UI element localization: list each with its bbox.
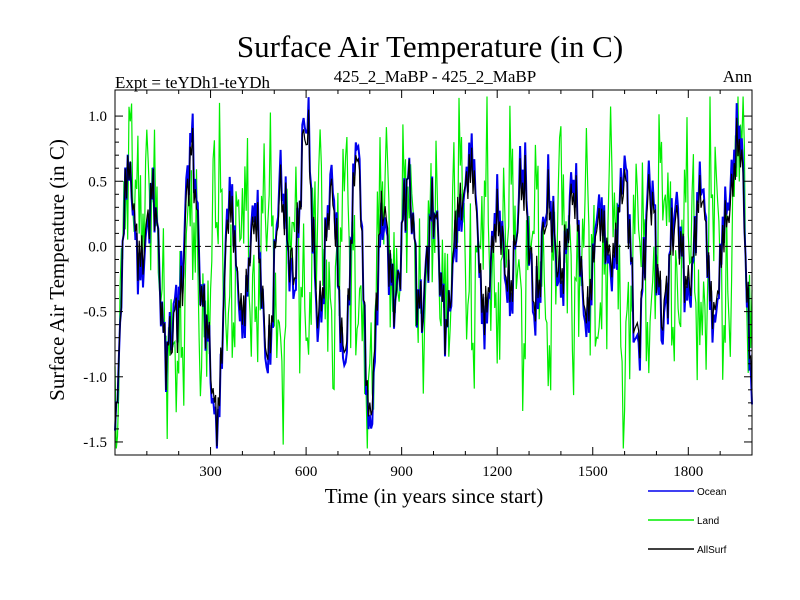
series-layer bbox=[114, 96, 753, 449]
x-axis: 300 600 900 1200 1500 1800 bbox=[146, 90, 721, 480]
chart-subtitle-center: 425_2_MaBP - 425_2_MaBP bbox=[334, 67, 536, 86]
legend: Ocean Land AllSurf bbox=[648, 487, 727, 556]
x-tick-label: 1200 bbox=[482, 464, 512, 480]
x-tick-label: 1800 bbox=[673, 464, 703, 480]
legend-label-allsurf: AllSurf bbox=[697, 545, 727, 556]
chart-subtitle-left: Expt = teYDh1-teYDh bbox=[115, 73, 271, 92]
series-line-allsurf bbox=[114, 109, 753, 447]
y-tick-label: -0.5 bbox=[83, 305, 107, 321]
y-axis: 1.0 0.5 0.0 -0.5 -1.0 -1.5 bbox=[83, 109, 752, 451]
chart-title: Surface Air Temperature (in C) bbox=[237, 29, 623, 64]
x-tick-label: 1500 bbox=[578, 464, 608, 480]
y-tick-label: -1.5 bbox=[83, 435, 107, 451]
x-axis-label: Time (in years since start) bbox=[325, 484, 544, 508]
legend-label-ocean: Ocean bbox=[697, 487, 726, 498]
plot-area bbox=[114, 89, 753, 456]
x-tick-label: 900 bbox=[390, 464, 413, 480]
x-tick-label: 300 bbox=[199, 464, 222, 480]
y-tick-label: 0.5 bbox=[88, 174, 107, 190]
y-tick-label: 0.0 bbox=[88, 239, 107, 255]
y-axis-label: Surface Air Temperature (in C) bbox=[45, 139, 69, 401]
chart-subtitle-right: Ann bbox=[723, 67, 753, 86]
y-tick-label: -1.0 bbox=[83, 370, 107, 386]
x-tick-label: 600 bbox=[295, 464, 318, 480]
legend-label-land: Land bbox=[697, 516, 719, 527]
y-tick-label: 1.0 bbox=[88, 109, 107, 125]
